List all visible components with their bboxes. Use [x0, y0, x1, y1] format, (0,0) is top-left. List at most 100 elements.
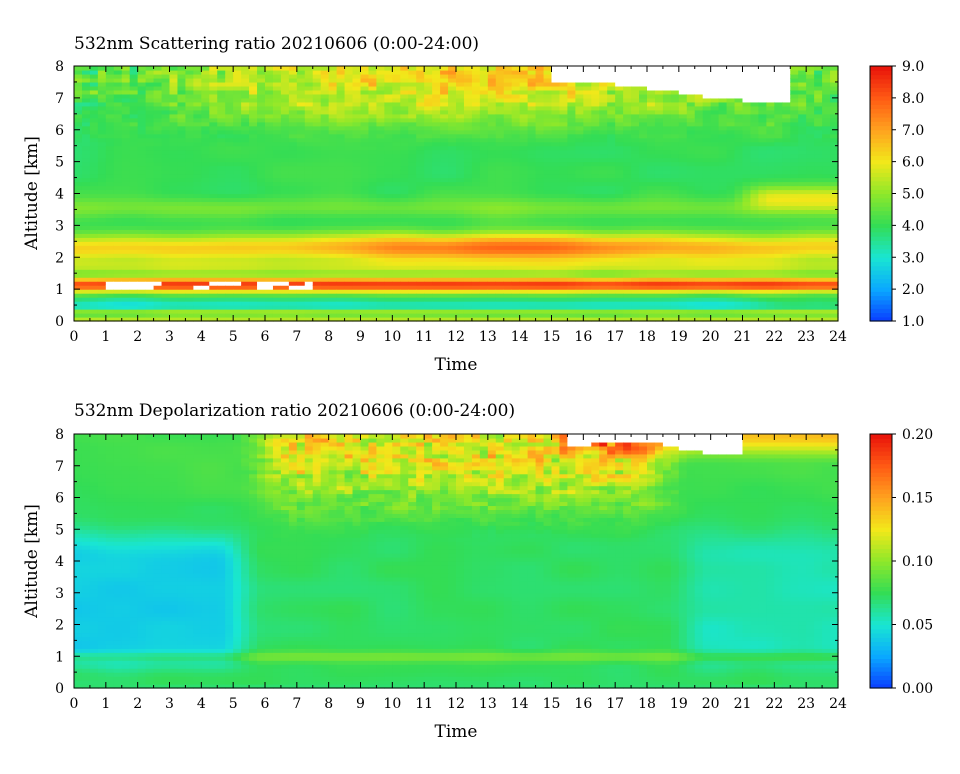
- heatmap-cell: [440, 297, 449, 302]
- heatmap-cell: [543, 265, 553, 270]
- heatmap-cell: [416, 145, 425, 151]
- heatmap-cell: [320, 66, 330, 71]
- heatmap-cell: [233, 109, 242, 115]
- heatmap-cell: [623, 93, 632, 99]
- heatmap-cell: [551, 113, 561, 119]
- heatmap-cell: [161, 97, 171, 103]
- heatmap-cell: [312, 297, 322, 302]
- heatmap-cell: [161, 229, 171, 234]
- heatmap-cell: [631, 161, 640, 167]
- heatmap-cell: [265, 313, 274, 318]
- heatmap-cell: [360, 257, 370, 262]
- heatmap-cell: [368, 141, 378, 147]
- heatmap-cell: [344, 185, 354, 191]
- heatmap-cell: [678, 261, 688, 266]
- heatmap-cell: [233, 257, 242, 262]
- heatmap-cell: [583, 225, 592, 230]
- heatmap-cell: [352, 105, 362, 111]
- heatmap-cell: [527, 229, 537, 234]
- heatmap-cell: [527, 113, 537, 119]
- heatmap-cell: [328, 85, 338, 91]
- heatmap-cell: [654, 193, 664, 199]
- heatmap-cell: [440, 201, 449, 207]
- heatmap-cell: [265, 305, 274, 310]
- heatmap-cell: [312, 241, 322, 246]
- heatmap-cell: [328, 237, 338, 242]
- heatmap-cell: [408, 73, 417, 79]
- heatmap-cell: [471, 309, 481, 314]
- heatmap-cell: [81, 93, 91, 99]
- heatmap-cell: [249, 313, 258, 318]
- heatmap-cell: [535, 313, 545, 318]
- heatmap-cell: [376, 301, 385, 306]
- heatmap-cell: [105, 217, 115, 222]
- heatmap-cell: [241, 197, 250, 203]
- heatmap-cell: [551, 105, 561, 111]
- heatmap-cell: [177, 141, 187, 147]
- heatmap-cell: [153, 257, 163, 262]
- heatmap-cell: [360, 241, 370, 246]
- heatmap-cell: [400, 69, 409, 75]
- heatmap-cell: [97, 313, 107, 318]
- heatmap-cell: [257, 157, 266, 163]
- heatmap-cell: [678, 209, 688, 215]
- heatmap-cell: [631, 313, 640, 318]
- heatmap-cell: [288, 273, 298, 278]
- heatmap-cell: [487, 205, 497, 211]
- heatmap-cell: [479, 173, 489, 179]
- heatmap-cell: [177, 309, 187, 314]
- heatmap-cell: [113, 201, 123, 207]
- heatmap-cell: [336, 257, 346, 262]
- heatmap-cell: [89, 109, 99, 115]
- heatmap-cell: [567, 209, 576, 215]
- heatmap-cell: [567, 109, 576, 115]
- heatmap-cell: [368, 229, 378, 234]
- heatmap-cell: [432, 129, 441, 135]
- heatmap-cell: [209, 161, 218, 167]
- heatmap-cell: [368, 233, 378, 238]
- heatmap-cell: [463, 313, 473, 318]
- heatmap-cell: [432, 269, 441, 274]
- heatmap-cell: [432, 101, 441, 107]
- heatmap-cell: [161, 173, 171, 179]
- heatmap-cell: [623, 257, 632, 262]
- heatmap-cell: [352, 109, 362, 115]
- heatmap-cell: [463, 101, 473, 107]
- heatmap-cell: [153, 165, 163, 171]
- heatmap-cell: [272, 177, 282, 183]
- heatmap-cell: [81, 73, 91, 79]
- heatmap-cell: [503, 89, 513, 95]
- heatmap-cell: [424, 77, 433, 83]
- heatmap-cell: [448, 85, 457, 91]
- heatmap-cell: [185, 73, 194, 79]
- heatmap-cell: [511, 165, 521, 171]
- heatmap-cell: [559, 301, 569, 306]
- heatmap-cell: [583, 293, 592, 298]
- heatmap-cell: [384, 253, 393, 258]
- heatmap-cell: [599, 289, 608, 294]
- heatmap-cell: [129, 117, 139, 123]
- heatmap-cell: [559, 289, 569, 294]
- heatmap-cell: [519, 69, 529, 75]
- heatmap-cell: [97, 173, 107, 179]
- heatmap-cell: [503, 85, 513, 91]
- heatmap-cell: [599, 177, 608, 183]
- heatmap-cell: [647, 261, 656, 266]
- heatmap-cell: [201, 165, 210, 171]
- heatmap-cell: [376, 97, 385, 103]
- heatmap-cell: [448, 281, 457, 286]
- heatmap-cell: [535, 261, 545, 266]
- heatmap-cell: [408, 109, 417, 115]
- heatmap-cell: [320, 241, 330, 246]
- heatmap-cell: [193, 245, 202, 250]
- heatmap-cell: [479, 81, 489, 87]
- heatmap-cell: [312, 145, 322, 151]
- heatmap-cell: [257, 193, 266, 199]
- heatmap-cell: [129, 245, 139, 250]
- heatmap-cell: [209, 257, 218, 262]
- heatmap-cell: [320, 269, 330, 274]
- heatmap-cell: [209, 177, 218, 183]
- heatmap-cell: [654, 289, 664, 294]
- heatmap-cell: [185, 241, 194, 246]
- heatmap-cell: [121, 113, 131, 119]
